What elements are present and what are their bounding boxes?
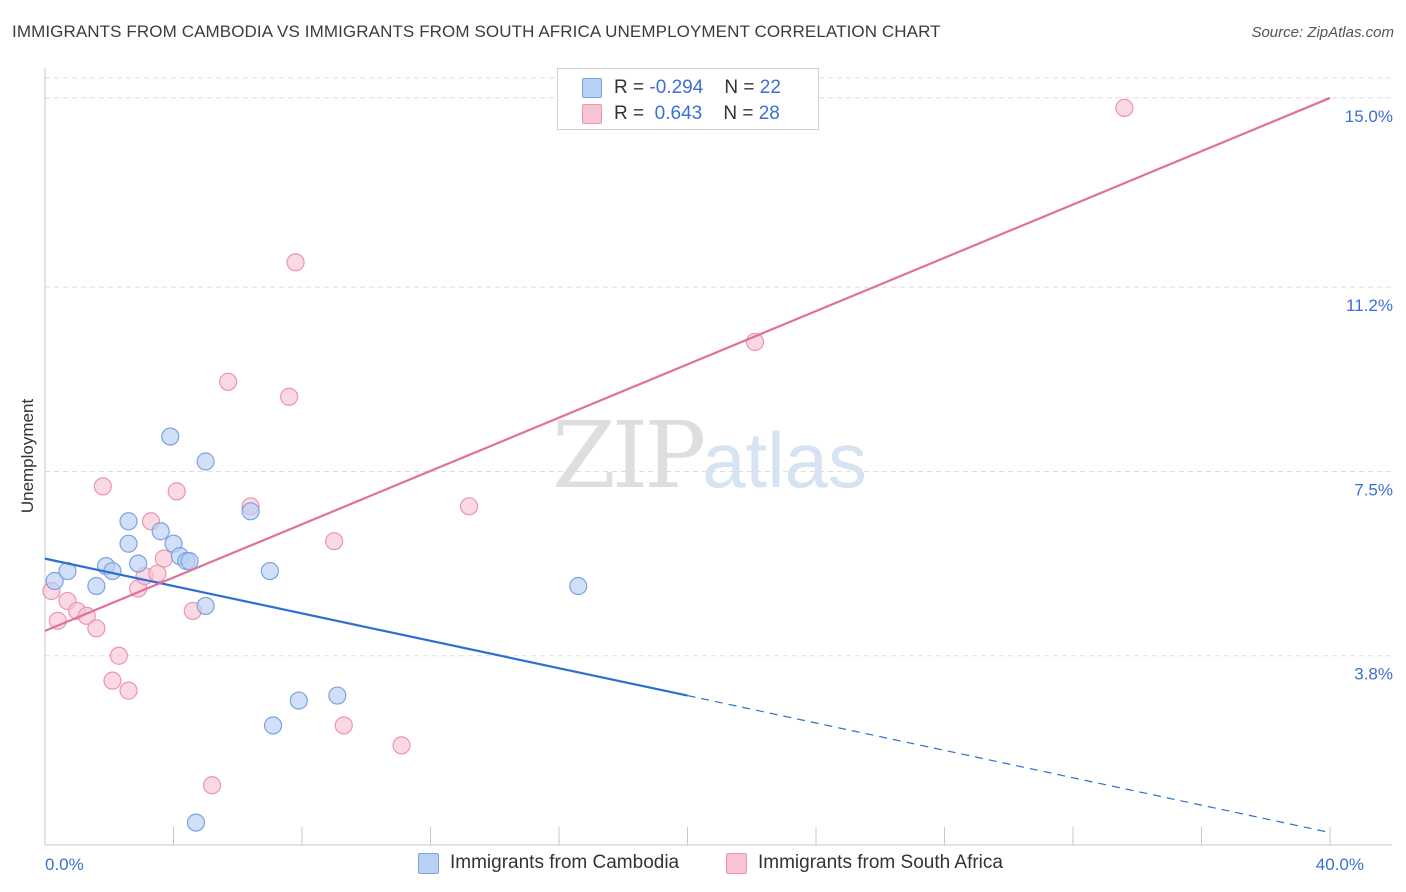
source-label: Source: ZipAtlas.com [1251,24,1394,41]
cambodia-point [119,512,138,531]
series-swatch-south-africa [726,853,747,874]
legend-n-value-south-africa: 28 [758,103,780,124]
cambodia-point [186,813,206,832]
cambodia-trend-line [44,557,688,697]
south-africa-point [109,646,128,665]
cambodia-point [196,596,215,616]
cambodia-point [129,554,148,573]
legend-r-value-cambodia: -0.294 [649,77,704,98]
legend-r-value-south-africa: 0.643 [649,103,703,124]
south-africa-point [167,482,186,501]
south-africa-point [286,253,305,272]
south-africa-point [87,619,106,638]
cambodia-point [569,576,588,596]
cambodia-point [328,686,347,705]
cambodia-trend-extension [687,694,1331,834]
cambodia-point [180,552,199,571]
south-africa-point [325,532,344,551]
cambodia-point [119,534,138,553]
chart-title: IMMIGRANTS FROM CAMBODIA VS IMMIGRANTS F… [12,22,941,41]
cambodia-point [289,691,308,710]
series-label-south-africa: Immigrants from South Africa [758,852,1003,873]
watermark: ZIPatlas [552,402,867,509]
south-africa-point [459,497,479,516]
watermark-atlas: atlas [702,416,867,504]
y-axis-label: Unemployment [18,398,37,514]
south-africa-point [93,477,112,496]
y-tick-label: 7.5% [1354,480,1393,499]
x-tick-label: 0.0% [45,855,84,874]
south-africa-point [392,736,411,755]
south-africa-point [1115,98,1134,117]
legend-n-label: N = [723,103,754,124]
cambodia-point [260,561,279,581]
south-africa-point [103,671,122,690]
legend-swatch-south-africa [582,104,602,124]
series-label-cambodia: Immigrants from Cambodia [450,852,680,873]
south-africa-trend-line [44,96,1331,632]
series-swatch-cambodia [418,853,439,874]
south-africa-point [154,549,173,568]
legend-r-label: R = [614,103,645,124]
south-africa-point [280,387,299,406]
cambodia-point [87,576,106,596]
legend-swatch-cambodia [582,78,602,98]
south-africa-point [219,372,238,391]
y-tick-label: 11.2% [1346,296,1393,315]
cambodia-point [151,522,170,541]
cambodia-point [263,716,283,735]
south-africa-point [119,681,138,700]
legend-r-label: R = [614,77,645,98]
x-tick-label: 40.0% [1316,855,1364,874]
cambodia-point [45,571,64,591]
correlation-legend: R = -0.294 N = 22 R = 0.643 N = 28 [557,68,819,130]
cambodia-point [241,502,260,521]
cambodia-point [161,427,180,446]
watermark-zip: ZIP [552,402,706,509]
y-tick-label: 3.8% [1354,665,1393,684]
south-africa-point [202,776,222,795]
legend-n-value-cambodia: 22 [759,77,781,98]
y-tick-label: 15.0% [1345,107,1393,126]
cambodia-point [196,452,215,471]
legend-n-label: N = [724,77,755,98]
south-africa-point [334,716,353,735]
